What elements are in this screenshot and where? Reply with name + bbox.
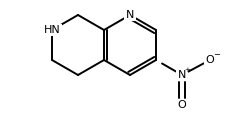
- Text: N: N: [178, 70, 186, 80]
- Text: HN: HN: [44, 25, 60, 35]
- Text: N: N: [126, 10, 134, 20]
- Text: O: O: [178, 100, 186, 110]
- Text: O: O: [206, 55, 214, 65]
- Text: +: +: [185, 67, 191, 72]
- Text: −: −: [213, 50, 220, 59]
